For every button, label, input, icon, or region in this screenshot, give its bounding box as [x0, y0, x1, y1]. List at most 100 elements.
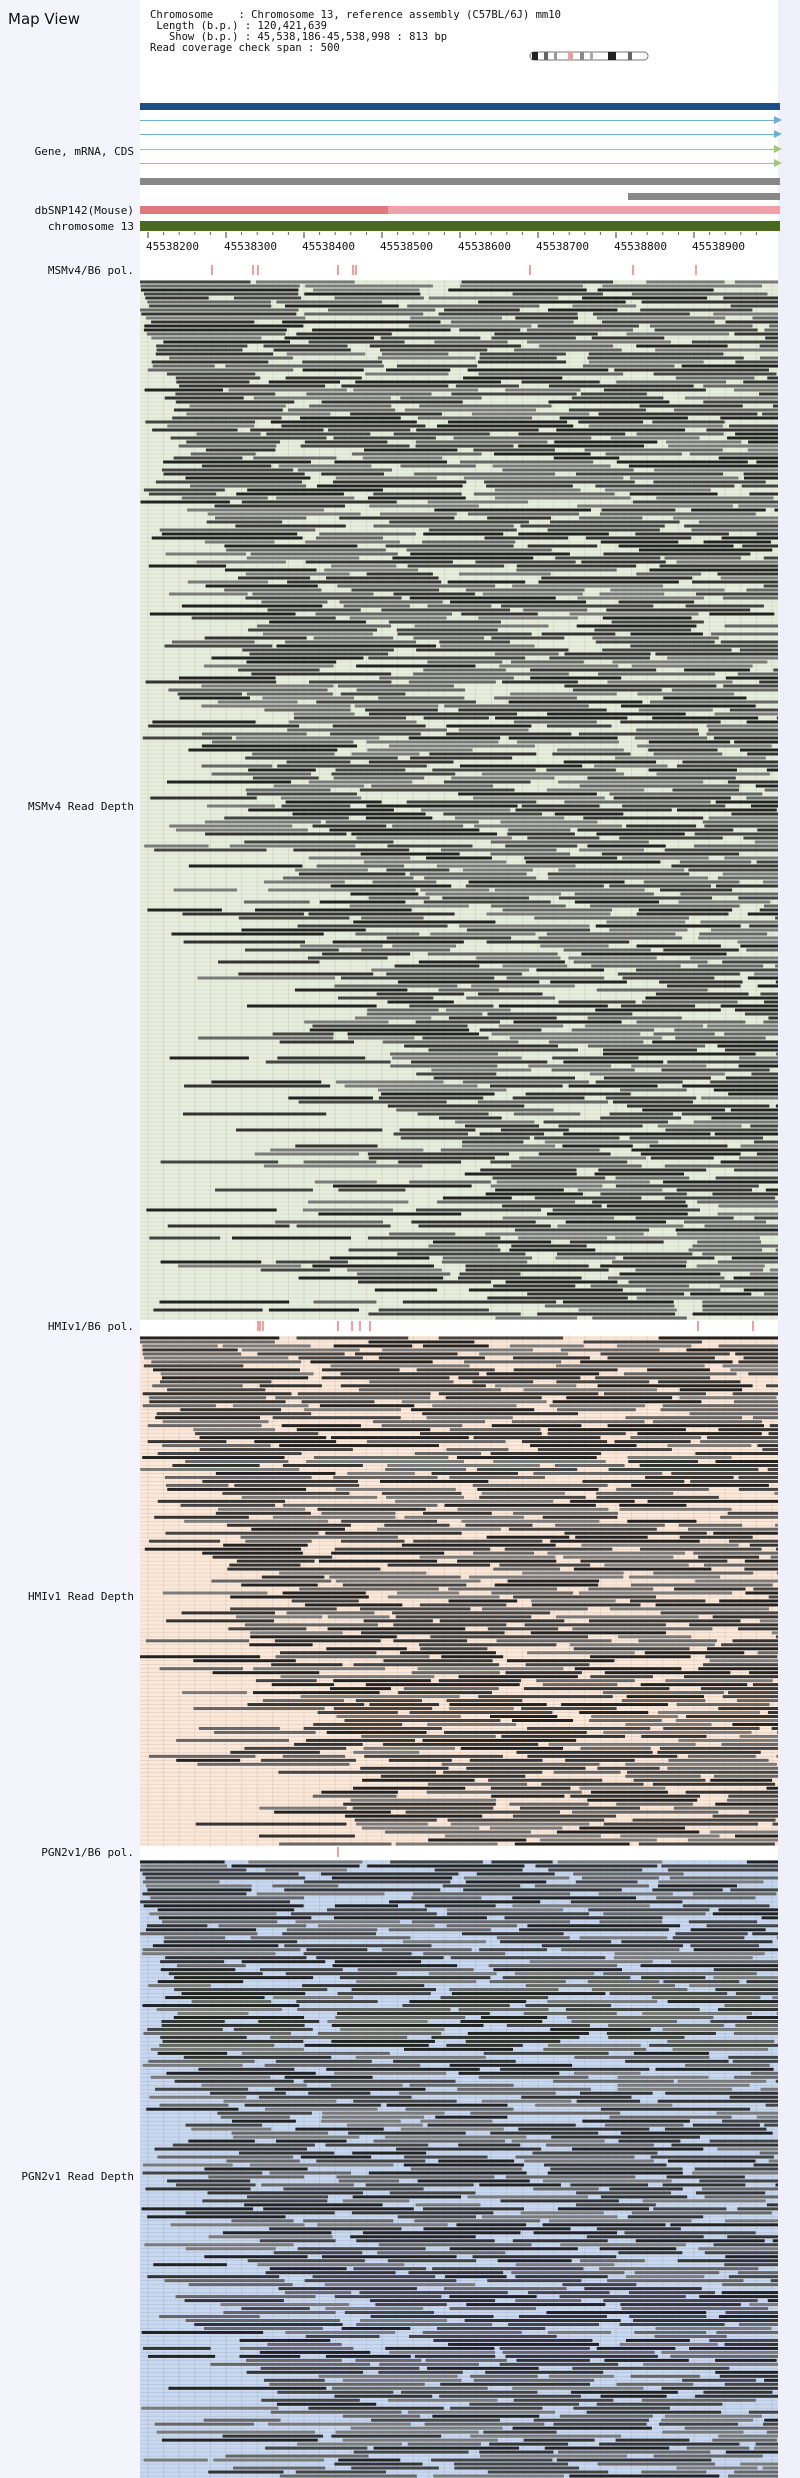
- sequence-read: [702, 1300, 778, 1304]
- sequence-read: [493, 1968, 623, 1972]
- sequence-read: [148, 1984, 211, 1988]
- dbsnp-bar[interactable]: [140, 206, 780, 214]
- sequence-read: [140, 280, 251, 284]
- sequence-read: [427, 2123, 576, 2127]
- sequence-read: [500, 820, 598, 824]
- mrna-line-1[interactable]: [140, 116, 782, 124]
- sequence-read: [179, 384, 326, 388]
- sequence-read: [437, 1200, 576, 1204]
- sequence-read: [449, 2295, 537, 2299]
- sequence-read: [312, 2275, 436, 2279]
- sequence-read: [409, 872, 527, 876]
- sequence-read: [244, 840, 394, 844]
- sequence-read: [614, 1440, 691, 1444]
- sequence-read: [300, 416, 401, 420]
- sequence-read: [671, 688, 778, 692]
- sequence-read: [775, 1052, 778, 1056]
- sequence-read: [334, 2295, 442, 2299]
- sequence-read: [637, 1432, 762, 1436]
- sequence-read: [264, 2107, 378, 2111]
- sequence-read: [722, 1695, 778, 1699]
- sequence-read: [305, 1603, 403, 1607]
- sequence-read: [632, 2211, 772, 2215]
- sequence-read: [688, 1920, 758, 1924]
- sequence-read: [459, 328, 521, 332]
- cds-line-2[interactable]: [140, 159, 782, 167]
- sequence-read: [313, 636, 394, 640]
- mrna-line-2[interactable]: [140, 130, 782, 138]
- sequence-read: [425, 892, 561, 896]
- sequence-read: [657, 1884, 737, 1888]
- cds-line-1[interactable]: [140, 145, 782, 153]
- sequence-read: [225, 2454, 369, 2458]
- sequence-read: [484, 536, 569, 540]
- sequence-read: [280, 1675, 435, 1679]
- sequence-read: [281, 424, 426, 428]
- sequence-read: [277, 1056, 366, 1060]
- sequence-read: [183, 2055, 332, 2059]
- sequence-read: [701, 1096, 778, 1100]
- chromosome-ideogram-icon[interactable]: [528, 50, 652, 62]
- sequence-read: [193, 1707, 325, 1711]
- sequence-read: [489, 1826, 563, 1830]
- sequence-read: [426, 1790, 582, 1794]
- pgn2v1-read-depth-panel[interactable]: [140, 1860, 778, 2478]
- sequence-read: [422, 1412, 579, 1416]
- sequence-read: [556, 1830, 700, 1834]
- sequence-read: [239, 2354, 301, 2358]
- sequence-read: [502, 2350, 655, 2354]
- gene-main-bar[interactable]: [140, 103, 780, 110]
- hmiv1-pol-track: [140, 1320, 778, 1332]
- ruler-label: 45538500: [380, 240, 433, 253]
- sequence-read: [279, 1444, 439, 1448]
- pgn2v1-pol-track: [140, 1846, 778, 1858]
- sequence-read: [660, 1611, 778, 1615]
- sequence-read: [440, 2382, 590, 2386]
- sequence-read: [417, 416, 533, 420]
- sequence-read: [146, 1208, 277, 1212]
- sequence-read: [157, 2155, 294, 2159]
- sequence-read: [282, 1591, 366, 1595]
- gray-feature-bar-1[interactable]: [140, 178, 780, 185]
- sequence-read: [393, 432, 490, 436]
- sequence-read: [596, 988, 708, 992]
- sequence-read: [253, 1667, 386, 1671]
- sequence-read: [351, 2466, 439, 2470]
- sequence-read: [609, 1992, 728, 1996]
- sequence-read: [248, 768, 316, 772]
- sequence-read: [218, 1924, 307, 1928]
- sequence-read: [642, 1108, 725, 1112]
- sequence-read: [512, 1896, 637, 1900]
- sequence-read: [434, 1868, 523, 1872]
- sequence-read: [448, 1599, 518, 1603]
- sequence-read: [533, 2231, 617, 2235]
- hmiv1-read-depth-panel[interactable]: [140, 1336, 778, 1846]
- sequence-read: [422, 540, 516, 544]
- sequence-read: [511, 1164, 642, 1168]
- sequence-read: [336, 1080, 444, 1084]
- sequence-read: [628, 1280, 778, 1284]
- sequence-read: [284, 2075, 373, 2079]
- sequence-read: [348, 2131, 466, 2135]
- sequence-read: [149, 492, 217, 496]
- sequence-read: [143, 488, 225, 492]
- sequence-read: [294, 988, 408, 992]
- sequence-read: [288, 408, 396, 412]
- sequence-read: [749, 492, 778, 496]
- sequence-read: [722, 1364, 778, 1368]
- sequence-read: [204, 540, 275, 544]
- sequence-read: [629, 1136, 764, 1140]
- sequence-read: [649, 2043, 778, 2047]
- chromosome-bar[interactable]: [140, 221, 780, 231]
- sequence-read: [142, 1952, 276, 1956]
- gray-feature-bar-2[interactable]: [628, 193, 780, 200]
- sequence-read: [493, 1460, 606, 1463]
- sequence-read: [297, 1392, 431, 1396]
- sequence-read: [619, 836, 723, 840]
- sequence-read: [720, 640, 778, 644]
- sequence-read: [239, 2338, 331, 2342]
- sequence-read: [596, 2402, 723, 2406]
- msmv4-read-depth-panel[interactable]: [140, 280, 778, 1320]
- sequence-read: [392, 1611, 551, 1615]
- sequence-read: [775, 964, 778, 968]
